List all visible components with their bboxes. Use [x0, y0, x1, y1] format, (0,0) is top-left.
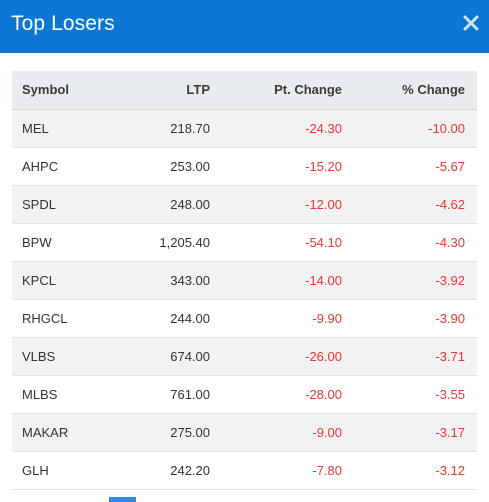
- pt-change-cell: -24.30: [210, 109, 342, 148]
- column-header-ltp[interactable]: LTP: [107, 71, 210, 110]
- pct-change-cell: -5.67: [342, 147, 477, 186]
- symbol-cell[interactable]: RHGCL: [12, 299, 107, 338]
- pct-change-cell: -3.71: [342, 337, 477, 376]
- pt-change-cell: -7.80: [210, 451, 342, 490]
- ltp-cell: 275.00: [107, 413, 210, 452]
- table-row[interactable]: KPCL 343.00 -14.00 -3.92: [12, 261, 477, 300]
- pt-change-cell: -14.00: [210, 261, 342, 300]
- pt-change-cell: -26.00: [210, 337, 342, 376]
- ltp-cell: 1,205.40: [107, 223, 210, 262]
- ltp-cell: 761.00: [107, 375, 210, 414]
- pt-change-cell: -9.90: [210, 299, 342, 338]
- symbol-cell[interactable]: SPDL: [12, 185, 107, 224]
- ltp-cell: 244.00: [107, 299, 210, 338]
- ltp-cell: 674.00: [107, 337, 210, 376]
- pt-change-cell: -28.00: [210, 375, 342, 414]
- table-row[interactable]: MAKAR 275.00 -9.00 -3.17: [12, 413, 477, 452]
- pct-change-cell: -3.12: [342, 451, 477, 490]
- table-row[interactable]: MLBS 761.00 -28.00 -3.55: [12, 375, 477, 414]
- symbol-cell[interactable]: VLBS: [12, 337, 107, 376]
- pct-change-cell: -10.00: [342, 109, 477, 148]
- top-losers-table: Symbol LTP Pt. Change % Change MEL 218.70…: [12, 71, 477, 490]
- ltp-cell: 242.20: [107, 451, 210, 490]
- symbol-cell[interactable]: MLBS: [12, 375, 107, 414]
- column-header-pt-change[interactable]: Pt. Change: [210, 71, 342, 110]
- table-row[interactable]: GLH 242.20 -7.80 -3.12: [12, 451, 477, 490]
- ltp-cell: 218.70: [107, 109, 210, 148]
- close-icon[interactable]: [462, 14, 480, 32]
- table-row[interactable]: BPW 1,205.40 -54.10 -4.30: [12, 223, 477, 262]
- scroll-indicator[interactable]: [109, 497, 136, 502]
- ltp-cell: 253.00: [107, 147, 210, 186]
- table-header-row: Symbol LTP Pt. Change % Change: [12, 71, 477, 110]
- symbol-cell[interactable]: AHPC: [12, 147, 107, 186]
- pt-change-cell: -12.00: [210, 185, 342, 224]
- table-body: MEL 218.70 -24.30 -10.00 AHPC 253.00 -15.20 -5.…: [12, 109, 477, 490]
- symbol-cell[interactable]: MAKAR: [12, 413, 107, 452]
- column-header-symbol[interactable]: Symbol: [12, 71, 107, 110]
- pct-change-cell: -3.17: [342, 413, 477, 452]
- ltp-cell: 343.00: [107, 261, 210, 300]
- symbol-cell[interactable]: GLH: [12, 451, 107, 490]
- symbol-cell[interactable]: BPW: [12, 223, 107, 262]
- column-header-pct-change[interactable]: % Change: [342, 71, 477, 110]
- pct-change-cell: -3.55: [342, 375, 477, 414]
- pt-change-cell: -15.20: [210, 147, 342, 186]
- symbol-cell[interactable]: MEL: [12, 109, 107, 148]
- table-row[interactable]: AHPC 253.00 -15.20 -5.67: [12, 147, 477, 186]
- pct-change-cell: -4.30: [342, 223, 477, 262]
- table-row[interactable]: MEL 218.70 -24.30 -10.00: [12, 109, 477, 148]
- pct-change-cell: -3.90: [342, 299, 477, 338]
- pct-change-cell: -4.62: [342, 185, 477, 224]
- ltp-cell: 248.00: [107, 185, 210, 224]
- symbol-cell[interactable]: KPCL: [12, 261, 107, 300]
- modal-title: Top Losers: [11, 12, 115, 35]
- pt-change-cell: -9.00: [210, 413, 342, 452]
- pct-change-cell: -3.92: [342, 261, 477, 300]
- table-row[interactable]: VLBS 674.00 -26.00 -3.71: [12, 337, 477, 376]
- modal-header: Top Losers: [0, 0, 489, 53]
- table-row[interactable]: SPDL 248.00 -12.00 -4.62: [12, 185, 477, 224]
- table-row[interactable]: RHGCL 244.00 -9.90 -3.90: [12, 299, 477, 338]
- pt-change-cell: -54.10: [210, 223, 342, 262]
